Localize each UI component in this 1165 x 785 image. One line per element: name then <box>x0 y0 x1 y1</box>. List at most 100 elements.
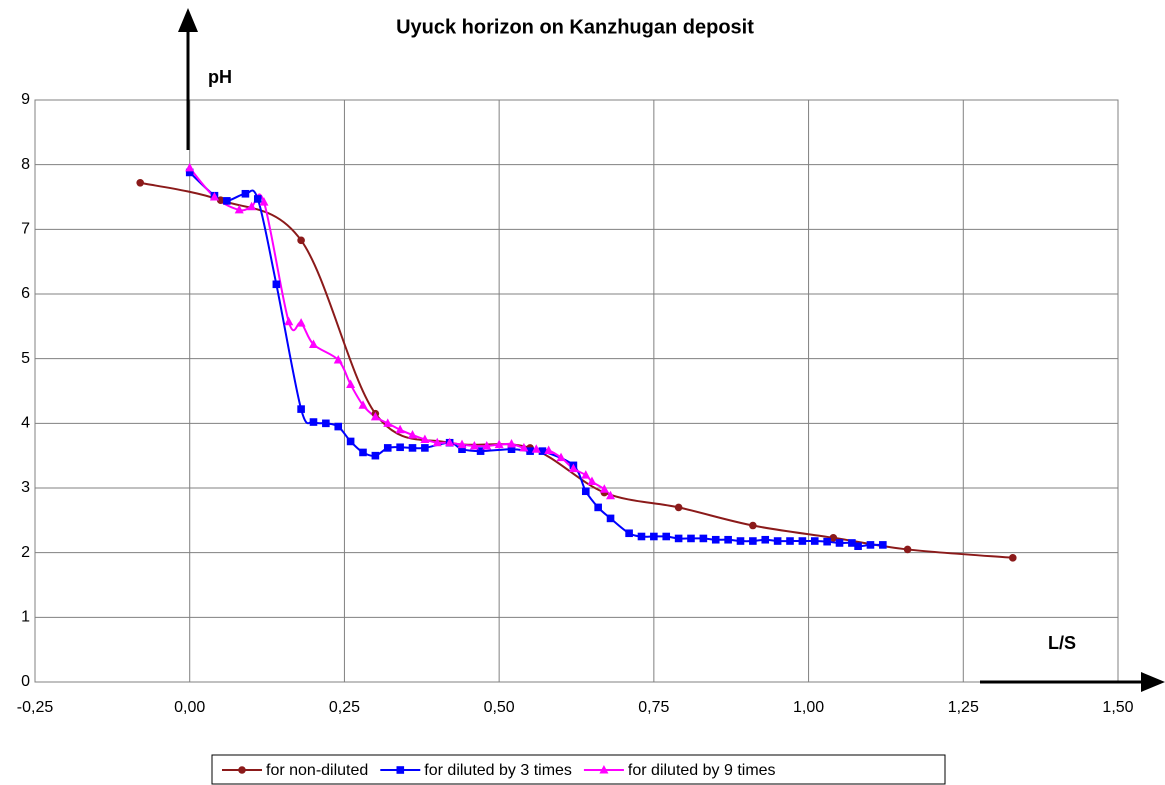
x-tick-label: 1,50 <box>1102 699 1133 716</box>
point <box>346 379 356 389</box>
point <box>761 535 770 544</box>
x-axis-label: L/S <box>1048 633 1076 653</box>
point <box>538 447 547 455</box>
x-tick-label: 1,00 <box>793 699 824 716</box>
point <box>185 162 195 172</box>
point <box>519 442 529 452</box>
point <box>568 463 578 473</box>
point <box>334 422 343 431</box>
point <box>383 444 392 452</box>
point <box>223 197 231 205</box>
point <box>322 419 330 428</box>
y-tick-label: 3 <box>21 479 30 496</box>
point <box>531 444 541 453</box>
point <box>259 197 269 206</box>
point <box>544 445 554 454</box>
point <box>866 541 875 549</box>
point <box>296 318 306 327</box>
y-tick-label: 7 <box>21 221 30 238</box>
point <box>587 476 597 486</box>
grid <box>34 99 1119 683</box>
x-tick-label: 0,25 <box>329 699 360 716</box>
point <box>297 236 305 245</box>
point <box>556 452 566 462</box>
point <box>625 529 633 538</box>
point <box>829 533 838 542</box>
legend-label: for diluted by 3 times <box>424 762 572 779</box>
point <box>903 545 912 554</box>
point <box>420 434 430 443</box>
point <box>209 192 219 201</box>
point <box>798 537 807 545</box>
y-tick-label: 8 <box>21 156 30 173</box>
point <box>879 541 887 549</box>
point <box>469 440 479 450</box>
x-tick-label: 1,25 <box>948 699 979 716</box>
point <box>749 521 757 530</box>
legend-marker <box>238 766 246 774</box>
point <box>699 534 708 543</box>
point <box>674 503 683 512</box>
point <box>662 532 671 541</box>
point <box>526 447 534 455</box>
point <box>297 405 305 413</box>
y-axis-label: pH <box>208 67 232 87</box>
point <box>786 537 794 545</box>
point <box>823 537 831 546</box>
point <box>247 201 257 211</box>
y-tick-label: 9 <box>21 91 30 108</box>
point <box>581 470 591 479</box>
point <box>432 437 442 447</box>
x-tick-label: 0,50 <box>484 699 515 716</box>
y-tick-label: 4 <box>21 415 30 432</box>
point <box>581 487 590 496</box>
plot-area <box>34 99 1119 683</box>
point <box>234 204 244 214</box>
point <box>711 535 720 544</box>
point <box>687 534 695 543</box>
point <box>309 418 318 426</box>
point <box>395 424 405 434</box>
point <box>773 537 782 545</box>
point <box>241 189 250 198</box>
point <box>408 429 418 439</box>
y-tick-label: 6 <box>21 285 30 302</box>
x-arrow-head <box>1141 672 1165 692</box>
point <box>476 447 485 455</box>
point <box>358 400 368 409</box>
point <box>370 411 380 421</box>
point <box>346 437 355 446</box>
point <box>272 280 281 289</box>
point <box>136 178 145 187</box>
point <box>308 339 318 348</box>
point <box>458 445 466 453</box>
chart-title: Uyuck horizon on Kanzhugan deposit <box>396 16 754 38</box>
point <box>359 448 367 457</box>
point <box>594 503 602 512</box>
point <box>421 444 429 452</box>
point <box>848 539 856 547</box>
point <box>445 437 455 447</box>
point <box>507 439 517 448</box>
y-tick-label: 0 <box>21 673 30 690</box>
point <box>396 443 404 452</box>
legend-label: for non-diluted <box>266 762 368 779</box>
legend <box>211 754 946 785</box>
point <box>408 444 417 452</box>
point <box>494 439 504 449</box>
point <box>599 484 609 493</box>
x-tick-label: -0,25 <box>17 699 54 716</box>
point <box>383 418 393 427</box>
point <box>854 542 862 550</box>
point <box>724 535 732 544</box>
point <box>810 537 819 545</box>
x-tick-label: 0,00 <box>174 699 205 716</box>
point <box>674 534 683 543</box>
x-tick-label: 0,75 <box>638 699 669 716</box>
point <box>284 316 294 326</box>
y-tick-label: 5 <box>21 350 30 367</box>
point <box>736 537 745 545</box>
point <box>253 195 262 203</box>
point <box>835 539 844 547</box>
